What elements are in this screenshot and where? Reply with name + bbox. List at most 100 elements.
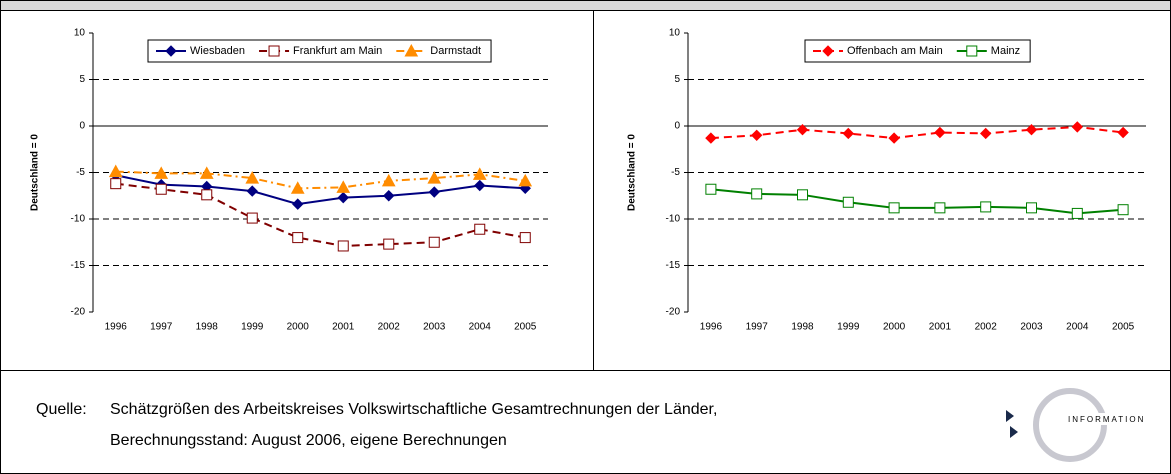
logo-arrows: [1006, 410, 1018, 438]
marker: [888, 132, 900, 144]
y-tick-label: -20: [666, 307, 681, 318]
marker: [842, 127, 855, 140]
x-tick-label: 2005: [1112, 322, 1135, 333]
series-line: [710, 125, 1124, 140]
legend-marker: [165, 45, 177, 57]
x-tick-label: 1997: [150, 322, 173, 333]
y-axis-label: Deutschland = 0: [30, 134, 41, 211]
legend-marker: [966, 45, 978, 57]
marker: [383, 190, 395, 202]
x-tick-label: 2005: [514, 322, 537, 333]
legend-marker: [822, 45, 834, 57]
marker: [1117, 204, 1129, 216]
marker: [1071, 121, 1084, 133]
marker: [979, 127, 992, 140]
marker: [796, 124, 809, 136]
legend-label: Wiesbaden: [190, 45, 245, 57]
x-tick-label: 1996: [105, 322, 128, 333]
marker: [751, 188, 763, 200]
y-tick-label: -15: [666, 260, 681, 271]
x-tick-label: 2001: [332, 322, 355, 333]
x-tick-label: 1998: [196, 322, 219, 333]
y-tick-label: 0: [79, 121, 85, 132]
y-tick-label: -15: [71, 260, 86, 271]
marker: [1026, 202, 1037, 214]
marker: [472, 167, 487, 180]
marker: [474, 179, 486, 192]
x-tick-label: 1998: [791, 322, 814, 333]
legend-marker: [404, 43, 419, 57]
x-tick-label: 1997: [746, 322, 769, 333]
logo: INFORMATION: [1006, 388, 1160, 462]
series-line: [115, 182, 526, 247]
legend-label: Offenbach am Main: [847, 45, 943, 57]
marker: [201, 189, 213, 201]
marker: [1117, 126, 1129, 139]
x-tick-label: 1999: [837, 322, 860, 333]
marker: [428, 236, 440, 248]
legend-marker: [268, 45, 280, 57]
y-tick-label: 0: [674, 121, 680, 132]
logo-text: INFORMATION: [1068, 415, 1145, 424]
y-tick-label: -20: [71, 307, 86, 318]
title-bar: [0, 0, 1171, 10]
marker: [154, 166, 169, 179]
marker: [934, 202, 946, 214]
marker: [980, 201, 992, 213]
marker: [1071, 207, 1083, 219]
series-line: [115, 174, 526, 206]
y-tick-label: 5: [79, 74, 85, 85]
marker: [155, 183, 167, 195]
x-tick-label: 2000: [287, 322, 310, 333]
logo-band: [1060, 413, 1160, 425]
marker: [199, 166, 214, 179]
source-label: Quelle:: [36, 401, 87, 418]
marker: [381, 173, 396, 187]
x-tick-label: 2002: [378, 322, 401, 333]
marker: [336, 180, 351, 193]
y-tick-label: 5: [674, 74, 680, 85]
x-tick-label: 2001: [929, 322, 952, 333]
x-tick-label: 2004: [469, 322, 492, 333]
source-text: Berechnungsstand: August 2006, eigene Be…: [110, 432, 507, 449]
marker: [474, 223, 486, 235]
y-tick-label: -5: [671, 167, 680, 178]
marker: [750, 129, 763, 142]
y-tick-label: -5: [76, 167, 85, 178]
marker: [705, 132, 717, 144]
marker: [337, 240, 349, 252]
marker: [246, 212, 258, 224]
y-axis-label: Deutschland = 0: [627, 134, 638, 211]
legend-label: Mainz: [991, 45, 1020, 57]
marker: [518, 173, 533, 187]
marker: [246, 185, 258, 197]
x-tick-label: 2004: [1066, 322, 1089, 333]
x-tick-label: 2003: [423, 322, 446, 333]
y-tick-label: 10: [669, 28, 681, 39]
marker: [292, 232, 304, 244]
x-tick-label: 1996: [700, 322, 723, 333]
marker: [519, 232, 531, 244]
marker: [888, 202, 900, 214]
legend-label: Frankfurt am Main: [293, 45, 382, 57]
marker: [1025, 124, 1038, 136]
legend-label: Darmstadt: [430, 45, 481, 57]
marker: [797, 189, 808, 201]
marker: [110, 178, 122, 190]
x-tick-label: 2003: [1020, 322, 1043, 333]
source-text: Schätzgrößen des Arbeitskreises Volkswir…: [110, 401, 717, 418]
x-tick-label: 2002: [975, 322, 998, 333]
marker: [108, 164, 123, 178]
marker: [292, 198, 304, 210]
marker: [428, 186, 440, 198]
x-tick-label: 1999: [241, 322, 264, 333]
y-tick-label: 10: [74, 28, 86, 39]
series-line: [115, 170, 526, 190]
marker: [245, 171, 260, 184]
x-tick-label: 2000: [883, 322, 906, 333]
marker: [427, 171, 442, 184]
marker: [290, 181, 305, 194]
marker: [383, 238, 395, 250]
y-tick-label: -10: [71, 214, 86, 225]
